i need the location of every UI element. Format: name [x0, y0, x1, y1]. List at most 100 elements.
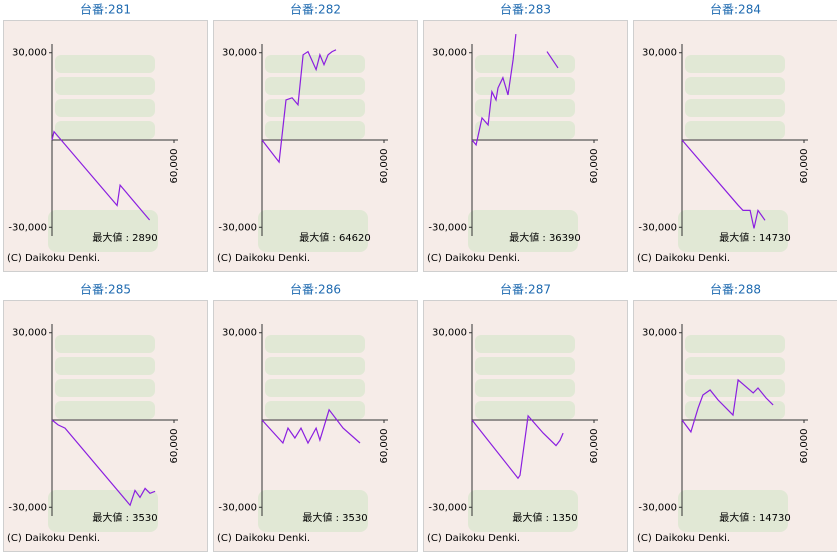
copyright: (C) Daikoku Denki. [217, 533, 310, 544]
y-tick-label: -30,000 [8, 502, 47, 513]
copyright: (C) Daikoku Denki. [7, 533, 100, 544]
data-line [51, 130, 151, 221]
data-line [681, 139, 766, 229]
annotation: 最大値 : 3530 [92, 511, 157, 524]
copyright: (C) Daikoku Denki. [217, 253, 310, 264]
decoration [55, 401, 155, 419]
plot-area [471, 414, 564, 480]
annotation: 最大値 : 1350 [512, 511, 577, 524]
decoration [685, 379, 785, 397]
decoration [265, 77, 365, 95]
plot-area [51, 419, 156, 507]
decoration [685, 335, 785, 353]
decoration [685, 121, 785, 139]
decoration [55, 379, 155, 397]
chart-title: 台番:281 [80, 2, 131, 17]
annotation: 最大値 : 36390 [509, 231, 581, 244]
plot-area [681, 378, 774, 434]
chart-title: 台番:282 [290, 2, 341, 17]
y-tick-label: -30,000 [8, 222, 47, 233]
decoration [55, 55, 155, 73]
y-tick-label: 30,000 [642, 328, 677, 339]
decoration [685, 357, 785, 375]
chart-title: 台番:285 [80, 282, 131, 297]
y-tick-label: -30,000 [638, 502, 677, 513]
x-tick-label: 60,000 [379, 429, 390, 464]
annotation: 最大値 : 2890 [92, 231, 157, 244]
chart-panel: 台番:285 30,000 -30,000 60,000 最大値 : 3530 (C) D… [3, 282, 208, 552]
decoration [468, 490, 578, 532]
chart-panel: 台番:288 30,000 -30,000 60,000 最大値 : 14730 (C) … [633, 282, 837, 552]
decoration [265, 357, 365, 375]
plot-area [261, 408, 361, 445]
chart-title: 台番:283 [500, 2, 551, 17]
decoration [258, 210, 368, 252]
decoration [475, 121, 575, 139]
plot-area [471, 34, 559, 147]
decoration [265, 99, 365, 117]
chart-panel: 台番:286 30,000 -30,000 60,000 最大値 : 3530 (C) D… [213, 282, 418, 552]
x-tick-label: 60,000 [799, 149, 810, 184]
chart-title: 台番:284 [710, 2, 761, 17]
copyright: (C) Daikoku Denki. [427, 253, 520, 264]
y-tick-label: 30,000 [432, 328, 467, 339]
data-line [471, 414, 564, 480]
decoration [265, 121, 365, 139]
decoration [685, 401, 785, 419]
y-tick-label: -30,000 [218, 222, 257, 233]
decoration [475, 55, 575, 73]
x-tick-label: 60,000 [379, 149, 390, 184]
x-tick-label: 60,000 [169, 149, 180, 184]
plot-area [51, 130, 151, 221]
decoration [265, 55, 365, 73]
decoration [678, 210, 788, 252]
decoration [685, 99, 785, 117]
decoration [55, 121, 155, 139]
y-tick-label: 30,000 [642, 48, 677, 59]
decoration [48, 210, 158, 252]
x-tick-label: 60,000 [169, 429, 180, 464]
plot-area [261, 49, 337, 164]
plot-area [681, 139, 766, 229]
annotation: 最大値 : 14730 [719, 231, 791, 244]
decoration [685, 77, 785, 95]
data-line [681, 378, 774, 434]
chart-panel: 台番:282 30,000 -30,000 60,000 最大値 : 64620 (C) … [213, 2, 418, 272]
decoration [265, 401, 365, 419]
y-tick-label: 30,000 [222, 328, 257, 339]
y-tick-label: 30,000 [12, 48, 47, 59]
decoration [265, 379, 365, 397]
copyright: (C) Daikoku Denki. [7, 253, 100, 264]
y-tick-label: 30,000 [222, 48, 257, 59]
chart-panel: 台番:283 30,000 -30,000 60,000 最大値 : 36390 (C) … [423, 2, 628, 272]
copyright: (C) Daikoku Denki. [637, 253, 730, 264]
chart-title: 台番:287 [500, 282, 551, 297]
copyright: (C) Daikoku Denki. [427, 533, 520, 544]
annotation: 最大値 : 3530 [302, 511, 367, 524]
decoration [685, 55, 785, 73]
decoration [55, 357, 155, 375]
data-line [471, 34, 559, 147]
decoration [678, 490, 788, 532]
x-tick-label: 60,000 [799, 429, 810, 464]
chart-title: 台番:286 [290, 282, 341, 297]
decoration [475, 379, 575, 397]
decoration [475, 99, 575, 117]
x-tick-label: 60,000 [589, 429, 600, 464]
decoration [258, 490, 368, 532]
y-tick-label: -30,000 [638, 222, 677, 233]
y-tick-label: 30,000 [432, 48, 467, 59]
data-line [261, 49, 337, 164]
y-tick-label: 30,000 [12, 328, 47, 339]
chart-title: 台番:288 [710, 282, 761, 297]
data-line [261, 408, 361, 445]
annotation: 最大値 : 14730 [719, 511, 791, 524]
annotation: 最大値 : 64620 [299, 231, 371, 244]
y-tick-label: -30,000 [218, 502, 257, 513]
decoration [468, 210, 578, 252]
decoration [475, 357, 575, 375]
y-tick-label: -30,000 [428, 222, 467, 233]
decoration [475, 77, 575, 95]
decoration [265, 335, 365, 353]
